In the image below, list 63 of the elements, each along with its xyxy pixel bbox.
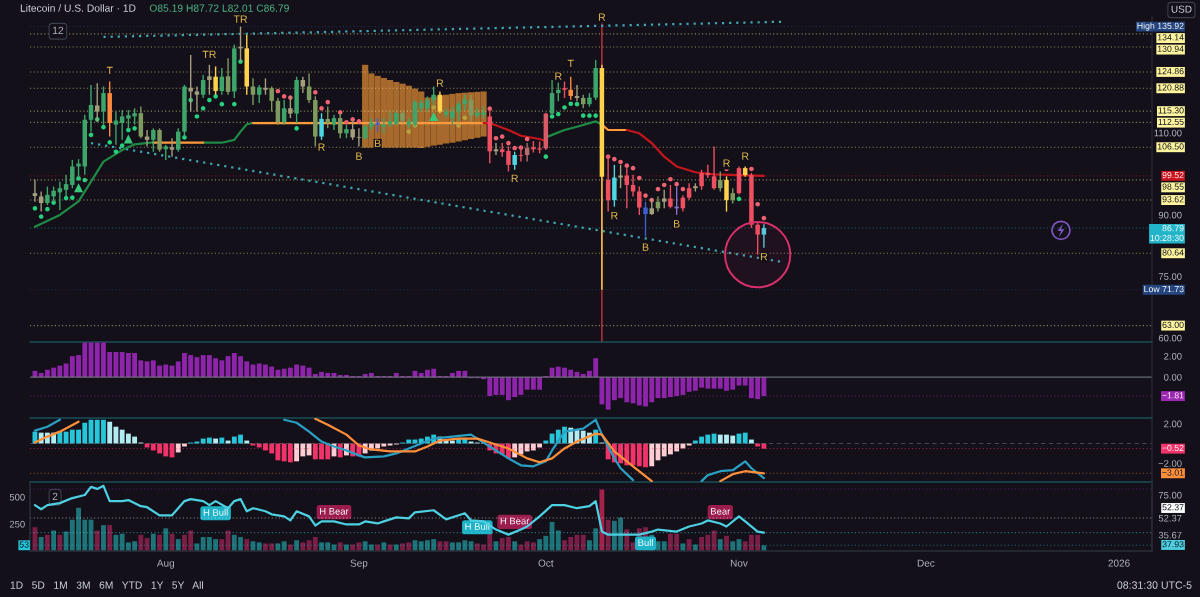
ref-line-label: −3.01: [1162, 469, 1184, 476]
chart-subtitle: O85.19 H87.72 L82.01 C86.79: [149, 4, 289, 12]
y-tick-label: −2.00: [1158, 460, 1182, 467]
annotation: TR: [233, 15, 248, 23]
ref-line-label: High 135.92: [1137, 22, 1184, 31]
annotation: 2: [52, 492, 58, 500]
annotation: R: [598, 13, 606, 21]
ref-line-label: 134.14: [1157, 34, 1184, 41]
text: USD: [1171, 5, 1192, 13]
ref-line-label: 120.88: [1157, 84, 1184, 91]
ref-line-label: 124.86: [1157, 68, 1184, 75]
annotation: T: [567, 59, 574, 68]
ref-line-label: 37.93: [1162, 541, 1184, 548]
ref-line-label: 86.79 10:28:30: [1150, 225, 1184, 242]
ref-line-label: 63.00: [1162, 321, 1184, 328]
ref-line-label: 98.55: [1162, 183, 1184, 190]
ref-line-label: −0.52: [1162, 444, 1184, 452]
annotation: R: [611, 211, 618, 220]
annotation: R: [318, 143, 325, 151]
annotation: B: [374, 139, 381, 148]
ref-line-label: 80.64: [1162, 249, 1184, 256]
text: 1D 5D 1M 3M 6M YTD 1Y 5Y All: [10, 581, 203, 589]
y-tick-label: 2.00: [1164, 420, 1182, 428]
annotation: R: [555, 72, 562, 80]
ref-line-label: 52.37: [1162, 504, 1184, 511]
annotation: 12: [53, 26, 64, 34]
annotation: B: [674, 220, 680, 228]
annotation: B: [642, 243, 649, 251]
annotation: R: [742, 152, 749, 160]
y-tick-label: 2.00: [1164, 352, 1182, 360]
x-tick-label: 2026: [1108, 559, 1130, 567]
y-tick-label: 60.00: [1158, 334, 1182, 342]
ref-line-label: 130.94: [1157, 45, 1184, 52]
ref-line-label: −1.81: [1162, 392, 1184, 399]
ref-line-label: 115.30: [1158, 107, 1184, 114]
text: 08:31:30 UTC-5: [1117, 581, 1192, 589]
annotation: R: [511, 174, 518, 182]
y-tick-label: 250: [9, 520, 25, 528]
x-tick-label: Aug: [156, 559, 175, 569]
y-tick-label: 90.00: [1158, 211, 1182, 219]
ref-line-label: 99.52: [1162, 172, 1184, 179]
y-tick-label: 75.00: [1158, 273, 1182, 280]
ref-line-label: 112.55: [1158, 118, 1184, 125]
x-tick-label: Dec: [917, 559, 935, 567]
annotation: B: [356, 152, 362, 160]
annotation: T: [106, 66, 113, 75]
y-tick-label: 0.00: [1163, 373, 1182, 381]
ref-line-label: 53: [19, 541, 29, 548]
annotation: R: [723, 159, 730, 167]
x-tick-label: Nov: [730, 559, 748, 567]
ref-line-label: 106.50: [1157, 143, 1184, 150]
ref-line-label: 93.62: [1162, 196, 1184, 203]
ref-line-label: Low 71.73: [1144, 285, 1184, 293]
y-tick-label: 110.00: [1154, 129, 1182, 137]
annotation: R: [436, 79, 444, 87]
x-tick-label: Sep: [350, 559, 368, 569]
annotation: R: [760, 252, 768, 261]
y-tick-label: 500: [9, 493, 25, 501]
y2-tick-label: 52.37: [1158, 514, 1182, 522]
y2-tick-label: 35.67: [1158, 531, 1182, 539]
chart-title: Litecoin / U.S. Dollar · 1D: [20, 4, 136, 12]
annotation: TR: [202, 50, 216, 59]
x-tick-label: Oct: [538, 559, 554, 567]
